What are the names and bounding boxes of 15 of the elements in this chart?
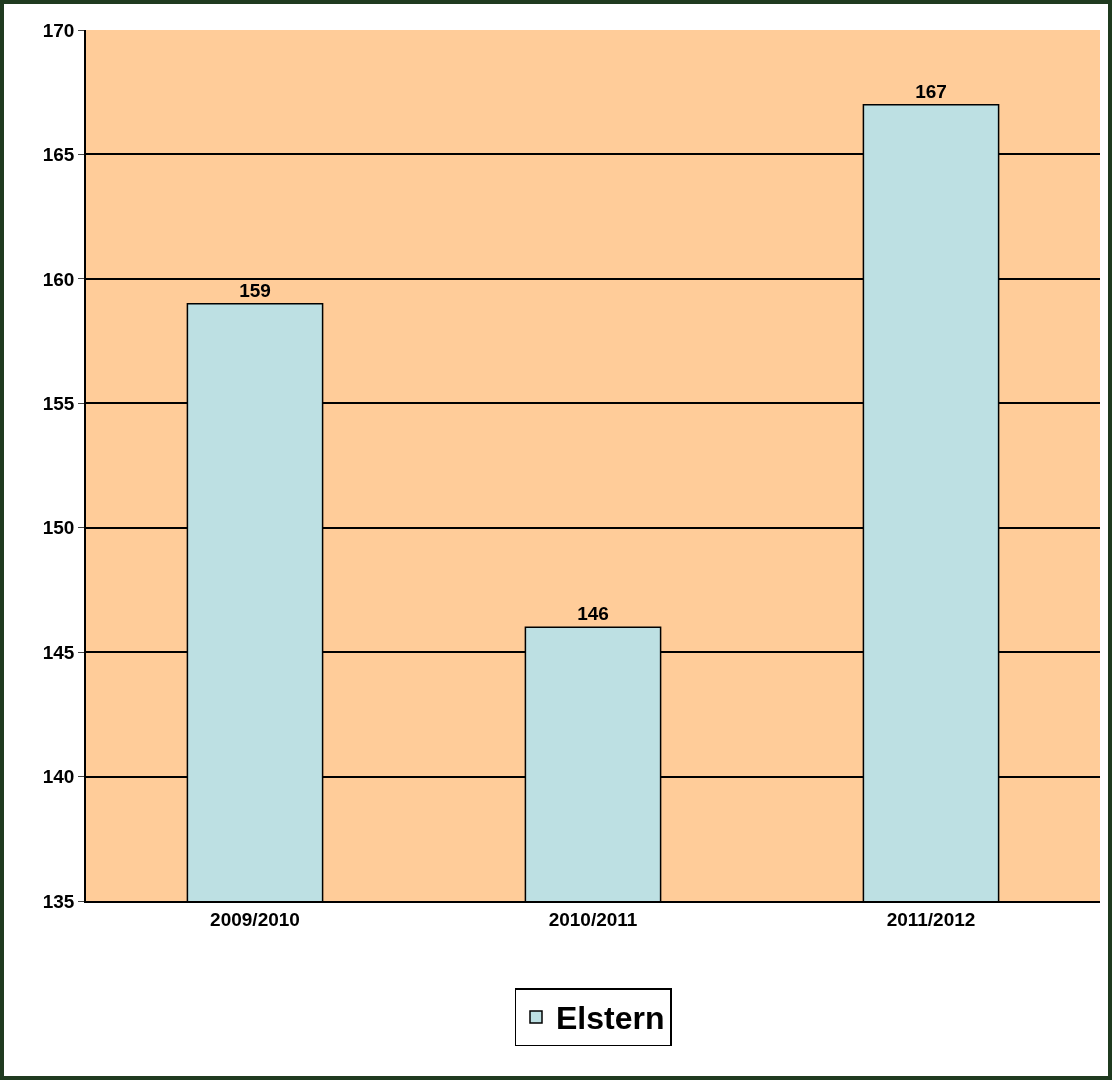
- data-label: 146: [577, 603, 609, 625]
- data-label: 167: [915, 80, 947, 102]
- y-tick-label: 165: [42, 144, 75, 166]
- y-tick-label: 150: [42, 517, 75, 539]
- x-tick-label: 2009/2010: [210, 908, 300, 930]
- legend-label: Elstern: [556, 1000, 665, 1037]
- y-tick-label: 140: [42, 766, 75, 788]
- y-tick-label: 170: [42, 19, 75, 41]
- y-tick-label: 160: [42, 268, 75, 290]
- x-tick-label: 2011/2012: [886, 908, 976, 930]
- data-label: 159: [239, 279, 271, 301]
- y-tick-label: 155: [42, 392, 75, 414]
- x-tick-label: 2010/2011: [548, 908, 638, 930]
- y-tick-label: 135: [42, 890, 75, 912]
- y-tick-label: 145: [42, 641, 75, 663]
